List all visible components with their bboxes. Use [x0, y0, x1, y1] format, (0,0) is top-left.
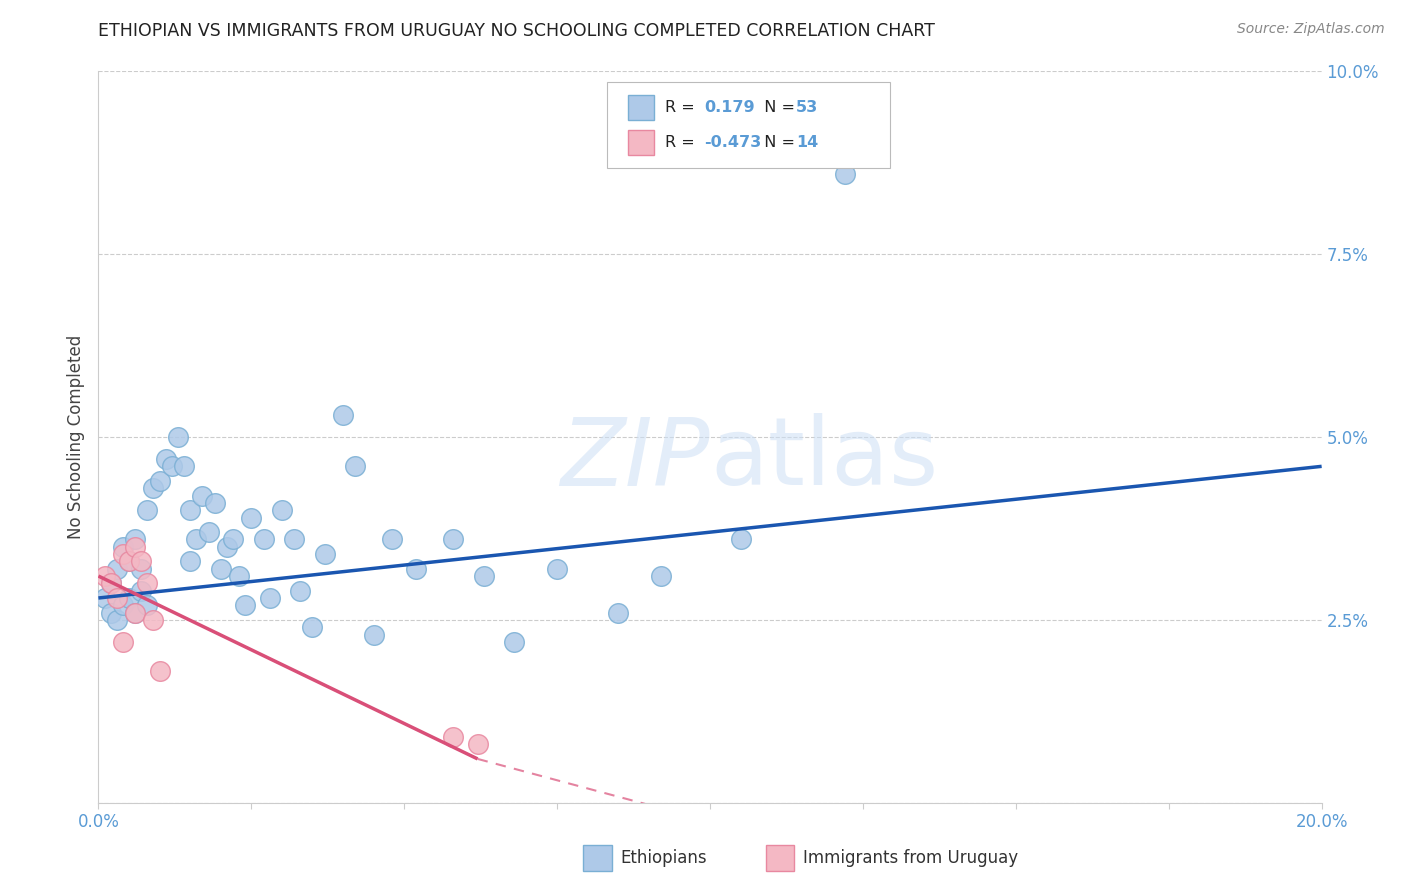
Point: [118, 554, 141, 568]
Point: [93, 569, 115, 583]
Point: [503, 635, 526, 649]
Point: [467, 737, 489, 751]
Point: [607, 606, 630, 620]
Point: [332, 408, 354, 422]
Point: [105, 613, 128, 627]
Text: Ethiopians: Ethiopians: [620, 849, 707, 867]
Text: atlas: atlas: [710, 413, 938, 505]
Point: [167, 430, 190, 444]
Point: [228, 569, 250, 583]
Point: [441, 730, 464, 744]
Text: Source: ZipAtlas.com: Source: ZipAtlas.com: [1237, 22, 1385, 37]
Point: [136, 503, 159, 517]
Point: [105, 591, 128, 605]
Point: [100, 576, 122, 591]
Point: [222, 533, 245, 547]
Point: [259, 591, 281, 605]
Text: N =: N =: [754, 136, 800, 150]
Text: R =: R =: [665, 136, 700, 150]
Text: 53: 53: [796, 100, 818, 114]
Point: [155, 452, 177, 467]
Point: [834, 167, 856, 181]
Text: ETHIOPIAN VS IMMIGRANTS FROM URUGUAY NO SCHOOLING COMPLETED CORRELATION CHART: ETHIOPIAN VS IMMIGRANTS FROM URUGUAY NO …: [98, 22, 935, 40]
Point: [314, 547, 336, 561]
Point: [186, 533, 208, 547]
Point: [129, 583, 152, 598]
Point: [118, 591, 141, 605]
Point: [136, 576, 159, 591]
Point: [118, 554, 141, 568]
Point: [546, 562, 568, 576]
Point: [363, 627, 385, 641]
Text: Immigrants from Uruguay: Immigrants from Uruguay: [803, 849, 1018, 867]
Y-axis label: No Schooling Completed: No Schooling Completed: [66, 335, 84, 539]
Point: [93, 591, 115, 605]
Point: [215, 540, 238, 554]
Point: [252, 533, 274, 547]
Point: [405, 562, 427, 576]
Point: [124, 606, 146, 620]
Point: [124, 533, 146, 547]
Point: [129, 554, 152, 568]
Text: 0.179: 0.179: [704, 100, 755, 114]
Point: [191, 489, 214, 503]
Point: [124, 540, 146, 554]
Point: [344, 459, 367, 474]
Point: [290, 583, 312, 598]
Text: N =: N =: [754, 100, 800, 114]
Text: 14: 14: [796, 136, 818, 150]
Point: [142, 613, 165, 627]
Point: [381, 533, 404, 547]
Point: [270, 503, 292, 517]
Point: [209, 562, 232, 576]
Text: R =: R =: [665, 100, 700, 114]
Text: ZIP: ZIP: [561, 414, 710, 505]
Point: [142, 481, 165, 495]
Point: [204, 496, 226, 510]
Point: [472, 569, 495, 583]
Point: [149, 664, 172, 678]
Point: [111, 599, 134, 613]
Text: -0.473: -0.473: [704, 136, 762, 150]
Point: [100, 606, 122, 620]
Point: [111, 540, 134, 554]
Point: [441, 533, 464, 547]
Point: [283, 533, 305, 547]
Point: [240, 510, 263, 524]
Point: [111, 547, 134, 561]
Point: [197, 525, 219, 540]
Point: [105, 562, 128, 576]
Point: [100, 576, 122, 591]
Point: [124, 606, 146, 620]
Point: [160, 459, 183, 474]
Point: [650, 569, 672, 583]
Point: [730, 533, 752, 547]
Point: [136, 599, 159, 613]
Point: [301, 620, 323, 634]
Point: [179, 554, 201, 568]
Point: [179, 503, 201, 517]
Point: [173, 459, 195, 474]
Point: [149, 474, 172, 488]
Point: [129, 562, 152, 576]
Point: [233, 599, 256, 613]
Point: [111, 635, 134, 649]
